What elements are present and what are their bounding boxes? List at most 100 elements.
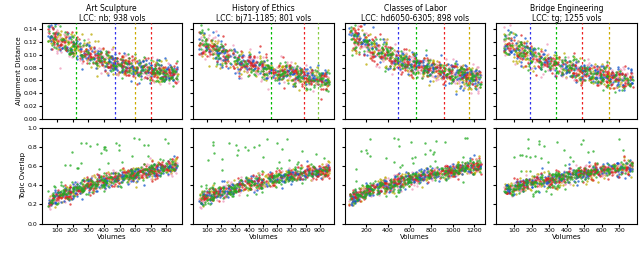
Point bbox=[462, 75, 472, 79]
Point bbox=[300, 170, 310, 174]
Point bbox=[236, 178, 246, 182]
Point bbox=[426, 167, 436, 171]
Point bbox=[252, 60, 262, 65]
Point bbox=[196, 201, 206, 205]
Point bbox=[602, 75, 612, 79]
Point bbox=[381, 186, 392, 190]
Point bbox=[404, 175, 415, 179]
Point bbox=[230, 59, 241, 63]
Point bbox=[200, 200, 210, 204]
Point bbox=[374, 191, 384, 195]
Point bbox=[202, 192, 212, 196]
Point bbox=[156, 166, 166, 170]
Point bbox=[138, 68, 148, 72]
Point bbox=[541, 58, 552, 62]
Point bbox=[457, 80, 467, 84]
Point bbox=[402, 60, 412, 64]
Point bbox=[572, 77, 582, 81]
Point bbox=[499, 38, 509, 42]
Point bbox=[275, 177, 285, 181]
Point bbox=[529, 64, 540, 68]
Point bbox=[413, 171, 423, 175]
Point bbox=[410, 72, 420, 76]
Point bbox=[543, 169, 553, 173]
Point bbox=[351, 191, 361, 195]
Point bbox=[250, 179, 260, 183]
Point bbox=[204, 43, 214, 47]
Point bbox=[241, 69, 252, 73]
Point bbox=[291, 76, 301, 80]
Point bbox=[120, 175, 130, 179]
Point bbox=[152, 169, 163, 173]
Point bbox=[593, 70, 604, 74]
Point bbox=[583, 170, 593, 174]
Point bbox=[278, 55, 288, 59]
Point bbox=[413, 177, 423, 181]
Point bbox=[388, 183, 399, 188]
Point bbox=[523, 57, 533, 61]
Point bbox=[139, 162, 149, 166]
Point bbox=[589, 65, 600, 69]
Point bbox=[143, 169, 153, 173]
Point bbox=[568, 71, 579, 75]
Point bbox=[65, 35, 75, 39]
Point bbox=[364, 191, 374, 195]
Point bbox=[521, 173, 531, 177]
Point bbox=[115, 181, 125, 185]
Point bbox=[244, 53, 254, 58]
Point bbox=[47, 192, 57, 197]
Point bbox=[525, 59, 536, 63]
Point bbox=[312, 70, 323, 74]
Point bbox=[82, 185, 92, 189]
Point bbox=[163, 166, 173, 170]
Point bbox=[118, 173, 129, 178]
Point bbox=[108, 63, 118, 67]
Point bbox=[81, 183, 91, 188]
Point bbox=[308, 172, 318, 176]
Point bbox=[515, 50, 525, 54]
Point bbox=[596, 77, 607, 81]
Point bbox=[213, 33, 223, 37]
Point bbox=[81, 42, 92, 46]
Point bbox=[440, 171, 451, 175]
Point bbox=[132, 173, 143, 177]
Point bbox=[56, 192, 67, 197]
Point bbox=[394, 178, 404, 182]
Point bbox=[317, 73, 327, 77]
Point bbox=[585, 66, 595, 70]
Point bbox=[378, 47, 388, 51]
Point bbox=[276, 173, 286, 178]
Point bbox=[468, 72, 479, 76]
Point bbox=[46, 23, 56, 27]
Point bbox=[203, 45, 213, 49]
Point bbox=[470, 166, 480, 170]
Point bbox=[207, 197, 217, 201]
Point bbox=[249, 182, 259, 186]
Point bbox=[245, 59, 255, 63]
Point bbox=[623, 169, 634, 173]
Point bbox=[376, 56, 387, 60]
Point bbox=[207, 48, 217, 52]
Point bbox=[596, 168, 606, 172]
Point bbox=[93, 167, 104, 171]
Point bbox=[464, 78, 474, 82]
Point bbox=[172, 74, 182, 78]
Point bbox=[100, 50, 111, 54]
Point bbox=[79, 43, 89, 47]
Point bbox=[554, 63, 564, 67]
Point bbox=[213, 57, 223, 61]
Point bbox=[211, 190, 221, 195]
Point bbox=[50, 185, 60, 189]
Point bbox=[287, 176, 297, 180]
Point bbox=[69, 186, 79, 190]
Point bbox=[349, 26, 359, 30]
Point bbox=[258, 182, 268, 186]
Point bbox=[244, 60, 255, 64]
Point bbox=[77, 186, 87, 190]
Point bbox=[429, 170, 439, 174]
Point bbox=[305, 75, 315, 79]
Point bbox=[252, 60, 262, 64]
Point bbox=[92, 63, 102, 68]
Point bbox=[125, 167, 136, 171]
Point bbox=[408, 70, 418, 74]
